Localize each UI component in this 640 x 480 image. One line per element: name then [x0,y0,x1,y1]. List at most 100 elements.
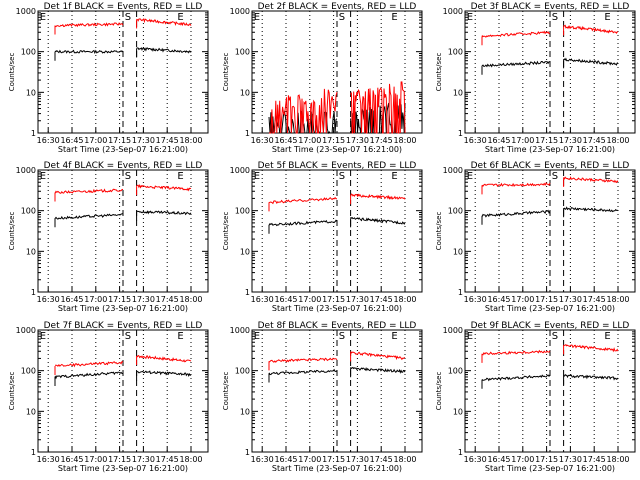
interval-marker-label: E [254,12,260,23]
x-tick-label: 17:15 [108,136,131,145]
series-line-black [268,368,338,376]
detector-plot-2: Det 2f BLACK = Events, RED = LLD 1 10 100 10… [222,2,423,154]
x-tick-label: 16:30 [251,295,274,304]
x-tick-label: 16:30 [464,295,487,304]
y-tick-label: 1000 [230,326,250,335]
series-line-red [350,81,406,134]
y-tick-label: 10 [240,247,250,256]
x-tick-label: 17:30 [346,295,369,304]
plot-title: Det 4f BLACK = Events, RED = LLD [44,161,203,171]
x-tick-label: 17:00 [511,455,534,464]
series-line-black [563,373,619,381]
x-tick-label: 18:00 [393,136,416,145]
y-tick-label: 10 [26,88,36,97]
x-tick-label: 16:30 [251,455,274,464]
series-line-black [136,210,192,216]
x-axis-label: Start Time (23-Sep-07 16:21:00) [272,304,402,313]
x-tick-label: 17:45 [156,295,179,304]
detector-plot-5: Det 5f BLACK = Events, RED = LLD 1 10 100 10… [222,161,423,313]
x-tick-label: 17:15 [108,455,131,464]
series-line-black [268,219,338,227]
x-axis-label: Start Time (23-Sep-07 16:21:00) [272,145,402,154]
x-tick-label: 16:30 [37,136,60,145]
x-tick-label: 17:45 [156,136,179,145]
y-tick-label: 10 [453,247,463,256]
x-tick-label: 17:00 [511,295,534,304]
series-line-black [136,47,192,54]
interval-marker-label: E [604,171,610,182]
x-tick-label: 16:45 [487,455,510,464]
y-tick-label: 1000 [230,166,250,175]
series-line-red [563,343,619,353]
x-tick-label: 18:00 [179,295,202,304]
y-tick-label: 1000 [443,326,463,335]
y-axis-label: Counts/sec [222,53,230,92]
y-tick-label: 1 [458,288,463,297]
interval-marker-label: E [177,331,183,342]
y-tick-label: 100 [21,367,36,376]
y-axis-label: Counts/sec [8,53,16,92]
x-tick-label: 17:30 [132,455,155,464]
series-line-red [269,88,338,134]
x-axis-label: Start Time (23-Sep-07 16:21:00) [485,464,615,473]
interval-marker-label: E [391,171,397,182]
y-axis-label: Counts/sec [435,372,443,411]
x-tick-label: 17:00 [84,136,107,145]
interval-marker-label: S [339,12,345,23]
y-axis-label: Counts/sec [222,212,230,251]
x-tick-label: 17:15 [322,295,345,304]
x-tick-label: 17:00 [298,136,321,145]
plot-title: Det 1f BLACK = Events, RED = LLD [44,2,203,12]
x-tick-label: 17:15 [108,295,131,304]
x-tick-label: 17:30 [346,136,369,145]
y-axis-label: Counts/sec [435,212,443,251]
x-tick-label: 16:45 [274,295,297,304]
x-tick-label: 17:45 [370,136,393,145]
y-tick-label: 1 [245,129,250,138]
x-tick-label: 17:00 [84,295,107,304]
x-tick-label: 17:45 [370,455,393,464]
detector-plot-4: Det 4f BLACK = Events, RED = LLD 1 10 100 10… [8,161,209,313]
y-tick-label: 10 [240,88,250,97]
x-tick-label: 17:15 [535,295,558,304]
series-line-black [481,374,551,382]
interval-marker-label: S [552,12,558,23]
interval-marker-label: E [604,12,610,23]
series-line-black [54,371,124,380]
interval-marker-label: E [177,171,183,182]
plot-title: Det 9f BLACK = Events, RED = LLD [471,321,630,331]
detector-plot-7: Det 7f BLACK = Events, RED = LLD 1 10 100 10… [8,321,209,473]
y-tick-label: 1000 [16,7,36,16]
interval-marker-label: E [40,12,46,23]
x-tick-label: 17:30 [132,295,155,304]
y-tick-label: 100 [21,48,36,57]
x-tick-label: 17:15 [322,136,345,145]
y-tick-label: 1 [31,288,36,297]
y-tick-label: 1 [31,448,36,457]
y-tick-label: 1000 [443,7,463,16]
y-tick-label: 100 [235,367,250,376]
series-line-red [268,196,337,205]
series-line-black [350,216,406,225]
y-axis-label: Counts/sec [435,53,443,92]
y-tick-label: 100 [235,48,250,57]
y-axis-label: Counts/sec [222,372,230,411]
x-tick-label: 17:00 [84,455,107,464]
interval-marker-label: E [40,171,46,182]
x-axis-label: Start Time (23-Sep-07 16:21:00) [58,464,188,473]
x-tick-label: 16:45 [274,136,297,145]
x-tick-label: 17:00 [298,455,321,464]
series-line-red [481,182,551,187]
interval-marker-label: E [391,12,397,23]
series-line-black [481,60,551,68]
detector-plot-1: Det 1f BLACK = Events, RED = LLD 1 10 100 10… [8,2,209,154]
x-tick-label: 17:45 [583,455,606,464]
x-tick-label: 16:45 [60,455,83,464]
interval-marker-label: E [177,12,183,23]
interval-marker-label: E [391,331,397,342]
plot-title: Det 8f BLACK = Events, RED = LLD [258,321,417,331]
series-line-red [136,183,192,192]
x-tick-label: 17:45 [156,455,179,464]
x-tick-label: 16:45 [487,295,510,304]
plot-title: Det 5f BLACK = Events, RED = LLD [258,161,417,171]
